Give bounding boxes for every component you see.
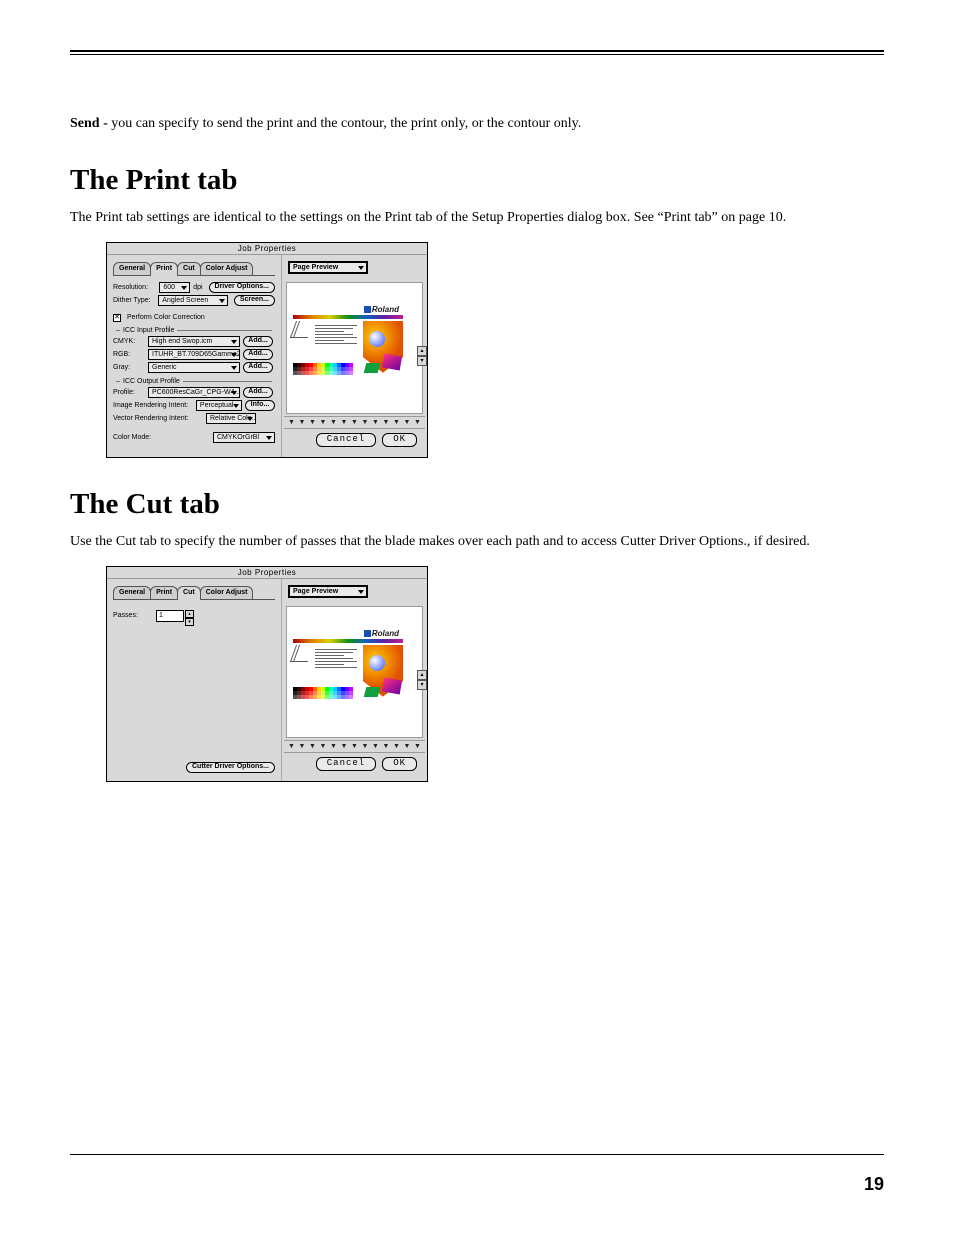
- send-text: you can specify to send the print and th…: [111, 116, 581, 131]
- gray-add-button[interactable]: Add...: [243, 362, 273, 373]
- resolution-dd[interactable]: 600: [159, 282, 190, 293]
- tabs: General Print Cut Color Adjust: [113, 585, 275, 600]
- dither-dd[interactable]: Angled Screen: [158, 295, 228, 306]
- color-ribbon: [293, 315, 403, 319]
- scroll-up-icon[interactable]: ▴: [417, 346, 427, 356]
- top-rule-thin: [70, 54, 884, 55]
- vector-intent-label: Vector Rendering Intent:: [113, 415, 203, 422]
- dialog-title: Job Properties: [107, 243, 427, 255]
- dialog-title: Job Properties: [107, 567, 427, 579]
- cut-dialog: Job Properties General Print Cut Color A…: [106, 566, 428, 782]
- ruler-ticks: ▼▼▼▼▼▼▼▼▼▼▼▼▼: [284, 740, 425, 752]
- page-curl-icon: [293, 645, 311, 669]
- roland-square-icon: [364, 306, 371, 313]
- color-swatches: [293, 687, 353, 699]
- passes-value[interactable]: 1: [156, 610, 184, 622]
- stepper-up-icon[interactable]: ▴: [185, 610, 194, 618]
- tab-color-adjust[interactable]: Color Adjust: [200, 586, 254, 599]
- cmyk-dd[interactable]: High end Swop.icm: [148, 336, 240, 347]
- info-button[interactable]: Info...: [245, 400, 275, 411]
- roland-logo: Roland: [364, 629, 399, 638]
- cut-heading: The Cut tab: [70, 488, 884, 521]
- roland-logo: Roland: [364, 305, 399, 314]
- icc-input-group: ICC Input Profile: [113, 327, 275, 334]
- preview-scroll[interactable]: ▴▾: [417, 670, 427, 690]
- tab-general[interactable]: General: [113, 262, 151, 275]
- roland-square-icon: [364, 630, 371, 637]
- tab-print[interactable]: Print: [150, 262, 178, 276]
- scroll-down-icon[interactable]: ▾: [417, 356, 427, 366]
- passes-spinner[interactable]: 1 ▴▾: [156, 610, 194, 622]
- tabs: General Print Cut Color Adjust: [113, 261, 275, 276]
- top-rule: [70, 50, 884, 52]
- cmyk-label: CMYK:: [113, 338, 145, 345]
- color-swatches: [293, 363, 353, 375]
- profile-dd[interactable]: PC600ResCaGr_CPG-W4...: [148, 387, 240, 398]
- preview-scroll[interactable]: ▴▾: [417, 346, 427, 366]
- print-dialog: Job Properties General Print Cut Color A…: [106, 242, 428, 458]
- scroll-down-icon[interactable]: ▾: [417, 680, 427, 690]
- cancel-button[interactable]: Cancel: [316, 433, 376, 447]
- image-intent-dd[interactable]: Perceptual: [196, 400, 242, 411]
- cutter-driver-options-button[interactable]: Cutter Driver Options...: [186, 762, 275, 773]
- print-heading: The Print tab: [70, 164, 884, 197]
- ok-button[interactable]: OK: [382, 433, 417, 447]
- sample-artwork: [363, 645, 403, 697]
- profile-label: Profile:: [113, 389, 145, 396]
- preview-textlines: [315, 323, 357, 346]
- page-curl-icon: [293, 321, 311, 345]
- tab-color-adjust[interactable]: Color Adjust: [200, 262, 254, 275]
- perform-cc-label: Perform Color Correction: [127, 314, 205, 321]
- rgb-label: RGB:: [113, 351, 145, 358]
- image-intent-label: Image Rendering Intent:: [113, 402, 193, 409]
- dither-label: Dither Type:: [113, 297, 155, 304]
- color-mode-label: Color Mode:: [113, 434, 165, 441]
- profile-add-button[interactable]: Add...: [243, 387, 273, 398]
- icc-output-group: ICC Output Profile: [113, 378, 275, 385]
- print-para: The Print tab settings are identical to …: [70, 209, 884, 228]
- color-ribbon: [293, 639, 403, 643]
- ok-button[interactable]: OK: [382, 757, 417, 771]
- rgb-add-button[interactable]: Add...: [243, 349, 273, 360]
- bottom-rule: [70, 1154, 884, 1155]
- resolution-label: Resolution:: [113, 284, 156, 291]
- tab-general[interactable]: General: [113, 586, 151, 599]
- send-label: Send -: [70, 116, 111, 131]
- preview-mode-dd[interactable]: Page Preview: [288, 585, 368, 598]
- tab-print[interactable]: Print: [150, 586, 178, 599]
- cancel-button[interactable]: Cancel: [316, 757, 376, 771]
- gray-label: Gray:: [113, 364, 145, 371]
- cmyk-add-button[interactable]: Add...: [243, 336, 273, 347]
- cut-para: Use the Cut tab to specify the number of…: [70, 533, 884, 552]
- tab-cut[interactable]: Cut: [177, 586, 201, 600]
- vector-intent-dd[interactable]: Relative Colo...: [206, 413, 256, 424]
- tab-cut[interactable]: Cut: [177, 262, 201, 275]
- send-paragraph: Send - you can specify to send the print…: [70, 115, 884, 134]
- preview-area: Roland: [286, 282, 423, 414]
- scroll-up-icon[interactable]: ▴: [417, 670, 427, 680]
- driver-options-button[interactable]: Driver Options...: [209, 282, 275, 293]
- resolution-unit: dpi: [193, 284, 202, 291]
- preview-area: Roland: [286, 606, 423, 738]
- page-number: 19: [864, 1174, 884, 1195]
- perform-cc-checkbox[interactable]: ✕: [113, 314, 121, 322]
- ruler-ticks: ▼▼▼▼▼▼▼▼▼▼▼▼▼: [284, 416, 425, 428]
- rgb-dd[interactable]: ITUHR_BT.709D65Gamma2...: [148, 349, 240, 360]
- preview-textlines: [315, 647, 357, 670]
- color-mode-dd[interactable]: CMYKOrGrBl: [213, 432, 275, 443]
- passes-label: Passes:: [113, 612, 153, 619]
- preview-mode-dd[interactable]: Page Preview: [288, 261, 368, 274]
- sample-artwork: [363, 321, 403, 373]
- screen-button[interactable]: Screen...: [234, 295, 275, 306]
- gray-dd[interactable]: Generic: [148, 362, 240, 373]
